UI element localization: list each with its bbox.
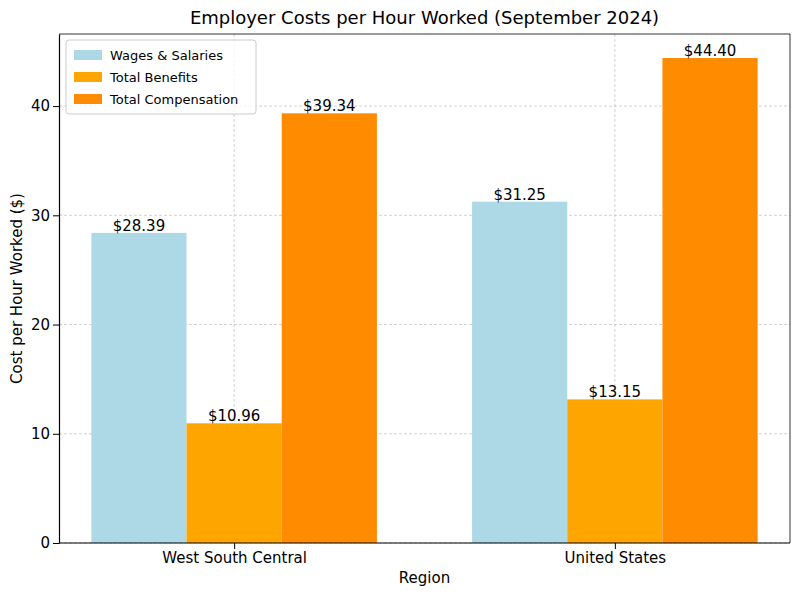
y-tick-mark: [53, 215, 59, 216]
y-tick-mark: [53, 543, 59, 544]
data-label: $39.34: [303, 97, 356, 115]
data-label: $13.15: [589, 383, 642, 401]
y-tick-label: 0: [40, 534, 50, 552]
y-tick: 20: [31, 316, 59, 334]
chart-title: Employer Costs per Hour Worked (Septembe…: [190, 7, 659, 28]
legend-swatch: [74, 94, 102, 104]
y-tick-label: 30: [31, 207, 50, 225]
data-label: $28.39: [113, 217, 166, 235]
y-tick-mark: [53, 325, 59, 326]
legend-label: Wages & Salaries: [110, 48, 223, 63]
legend-box: [66, 40, 256, 114]
legend-item: Total Benefits: [74, 70, 198, 85]
x-tick-label: United States: [565, 549, 667, 567]
bar: [282, 113, 377, 543]
data-label: $31.25: [493, 186, 546, 204]
y-tick-mark: [53, 106, 59, 107]
y-axis-line: [59, 35, 60, 544]
data-label: $10.96: [208, 407, 261, 425]
legend-swatch: [74, 72, 102, 82]
bar: [662, 58, 757, 543]
y-tick: 10: [31, 425, 59, 443]
legend-swatch: [74, 50, 102, 60]
bar: [187, 423, 282, 543]
chart-svg: $28.39 $31.25 $10.96 $13.15 $39.34 $44.40 0 10 2…: [0, 0, 800, 597]
y-tick-label: 20: [31, 316, 50, 334]
y-tick-mark: [53, 434, 59, 435]
y-axis: 0 10 20 30 40: [31, 35, 60, 553]
y-grid-line: [59, 543, 790, 544]
x-axis-title: Region: [399, 569, 450, 587]
legend-label: Total Benefits: [109, 70, 198, 85]
x-axis-line: [59, 542, 790, 543]
frame-right: [790, 34, 791, 543]
x-tick: West South Central: [162, 543, 307, 567]
bars: [91, 58, 757, 543]
y-tick: 40: [31, 97, 59, 115]
legend-label: Total Compensation: [109, 92, 238, 107]
bar: [91, 233, 186, 543]
x-tick: United States: [565, 543, 667, 567]
bar: [567, 399, 662, 543]
y-axis-title: Cost per Hour Worked ($): [8, 193, 26, 384]
frame-top: [59, 34, 790, 35]
legend: Wages & Salaries Total Benefits Total Comp…: [66, 40, 256, 114]
data-label: $44.40: [684, 42, 737, 60]
y-tick-label: 40: [31, 97, 50, 115]
x-tick-label: West South Central: [162, 549, 307, 567]
y-tick: 30: [31, 207, 59, 225]
x-axis: West South Central United States: [59, 543, 790, 567]
legend-item: Total Compensation: [74, 92, 238, 107]
y-tick-label: 10: [31, 425, 50, 443]
bar: [472, 202, 567, 543]
grid: [59, 34, 790, 543]
legend-item: Wages & Salaries: [74, 48, 223, 63]
y-tick: 0: [40, 534, 59, 552]
